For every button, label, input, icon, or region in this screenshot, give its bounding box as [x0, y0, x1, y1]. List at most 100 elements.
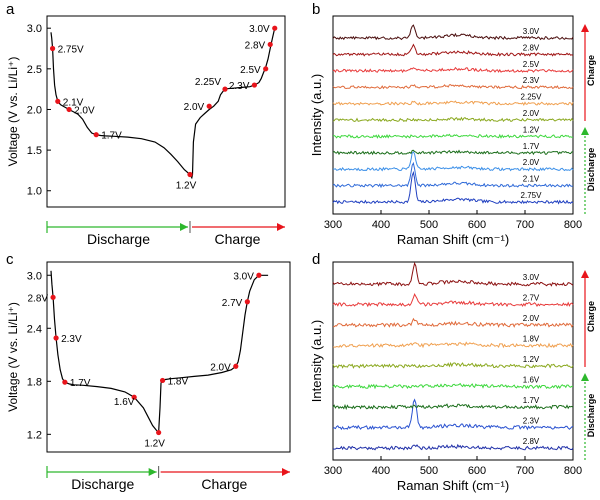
raman-spectrum-1.7V — [332, 403, 574, 411]
raman-spectrum-1.6V — [332, 382, 574, 390]
raman-axis-frame-b — [332, 15, 574, 215]
charge-label: Charge — [201, 476, 247, 492]
raman-spectrum-1.2V — [333, 133, 573, 139]
voltage-marker — [50, 294, 56, 300]
raman-spectrum-label: 1.7V — [523, 142, 540, 151]
charge-arrow-head — [282, 468, 290, 476]
voltage-marker-label: 2.3V — [61, 334, 82, 345]
raman-spectrum-label: 2.75V — [521, 191, 543, 200]
y-tick-label: 2.5 — [27, 64, 42, 76]
raman-spectrum-label: 3.0V — [523, 27, 540, 36]
x-tick-label: 800 — [564, 219, 582, 231]
voltage-marker-label: 3.0V — [249, 24, 270, 35]
raman-spectrum-label: 1.6V — [523, 376, 540, 385]
raman-spectrum-label: 2.8V — [523, 43, 540, 52]
y-tick-label: 1.2 — [27, 429, 42, 441]
y-tick-label: 1.5 — [27, 145, 42, 157]
voltage-marker-label: 2.75V — [58, 45, 84, 56]
raman-spectrum-label: 2.3V — [523, 417, 540, 426]
raman-spectrum-2.7V — [332, 292, 574, 308]
y-tick-label: 1.0 — [27, 186, 42, 198]
raman-spectrum-label: 2.0V — [523, 109, 540, 118]
voltage-marker-label: 1.8V — [168, 376, 189, 387]
y-axis-label: Voltage (V vs. Li/Li⁺) — [6, 57, 20, 167]
x-tick-label: 300 — [324, 465, 342, 477]
raman-spectrum-label: 2.25V — [521, 93, 543, 102]
raman-spectrum-2.0V — [332, 317, 574, 328]
voltage-marker-label: 1.6V — [114, 397, 135, 408]
voltage-marker — [156, 429, 162, 436]
voltage-marker-label: 3.0V — [233, 271, 254, 282]
x-tick-label: 600 — [468, 219, 486, 231]
discharge-side-arrow-head — [581, 373, 589, 381]
charge-label: Charge — [215, 231, 261, 247]
voltage-marker-label: 2.7V — [222, 298, 243, 309]
raman-spectrum-label: 2.7V — [523, 294, 540, 303]
raman-spectrum-2.5V — [332, 66, 574, 74]
voltage-marker-label: 2.5V — [240, 65, 261, 76]
voltage-marker — [131, 394, 137, 400]
panel-letter-a: a — [6, 1, 15, 18]
y-tick-label: 2.0 — [27, 104, 42, 116]
voltage-marker — [187, 171, 193, 178]
raman-axis-frame-d — [332, 261, 574, 461]
x-tick-label: 500 — [420, 219, 438, 231]
y-axis-label: Voltage (V vs. Li/Li⁺) — [6, 302, 20, 412]
discharge-label: Discharge — [87, 231, 150, 247]
voltage-marker — [222, 86, 228, 92]
raman-spectrum-2.8V — [332, 443, 574, 451]
raman-spectrum-2.25V — [332, 100, 574, 106]
voltage-marker — [93, 132, 99, 138]
charge-side-label: Charge — [586, 301, 596, 332]
charge-side-arrow-head — [581, 270, 589, 278]
voltage-marker — [206, 103, 212, 109]
panel-letter-c: c — [6, 251, 14, 268]
raman-spectrum-1.2V — [332, 361, 574, 369]
voltage-marker — [159, 377, 166, 384]
charge-side-label: Charge — [586, 55, 596, 86]
voltage-marker-label: 2.1V — [63, 97, 84, 108]
voltage-marker-label: 2.0V — [184, 102, 205, 113]
voltage-marker-label: 2.0V — [74, 105, 95, 116]
x-tick-label: 400 — [372, 465, 390, 477]
discharge-side-label: Discharge — [586, 394, 596, 438]
raman-spectrum-1.8V — [332, 341, 574, 349]
voltage-axis-frame-a — [46, 15, 286, 208]
voltage-marker — [233, 363, 239, 369]
charge-arrow-head — [277, 223, 285, 231]
x-tick-label: 800 — [564, 465, 582, 477]
voltage-marker — [267, 41, 273, 48]
x-tick-label: 700 — [516, 465, 534, 477]
voltage-marker-label: 2.8V — [28, 293, 49, 304]
x-tick-label: 300 — [324, 219, 342, 231]
voltage-marker — [55, 98, 61, 104]
raman-spectrum-2.3V — [332, 84, 574, 90]
raman-spectrum-2.1V — [332, 161, 574, 189]
raman-spectrum-label: 2.5V — [523, 60, 540, 69]
x-axis-label: Raman Shift (cm⁻¹) — [397, 232, 509, 247]
raman-spectrum-2.0V — [332, 116, 574, 123]
discharge-side-arrow-head — [581, 127, 589, 135]
x-tick-label: 700 — [516, 219, 534, 231]
y-tick-label: 3.0 — [27, 270, 42, 282]
raman-spectrum-label: 2.0V — [523, 314, 540, 323]
x-axis-label: Raman Shift (cm⁻¹) — [397, 478, 509, 493]
voltage-curve-c — [50, 270, 269, 435]
raman-spectrum-3.0V — [332, 261, 574, 287]
raman-spectrum-1.7V — [332, 149, 574, 156]
charge-side-arrow-head — [581, 24, 589, 32]
raman-spectrum-2.75V — [332, 170, 574, 205]
discharge-arrow-head — [148, 468, 157, 476]
voltage-marker — [272, 25, 278, 31]
raman-spectrum-label: 2.1V — [523, 175, 540, 184]
raman-spectrum-2.3V — [332, 398, 574, 431]
voltage-marker — [53, 335, 59, 341]
voltage-marker — [49, 45, 56, 52]
raman-spectrum-label: 1.7V — [523, 396, 540, 405]
voltage-marker-label: 2.8V — [245, 40, 266, 51]
x-tick-label: 600 — [468, 465, 486, 477]
discharge-arrow-head — [179, 223, 188, 231]
y-tick-label: 1.8 — [27, 376, 42, 388]
discharge-label: Discharge — [71, 476, 134, 492]
